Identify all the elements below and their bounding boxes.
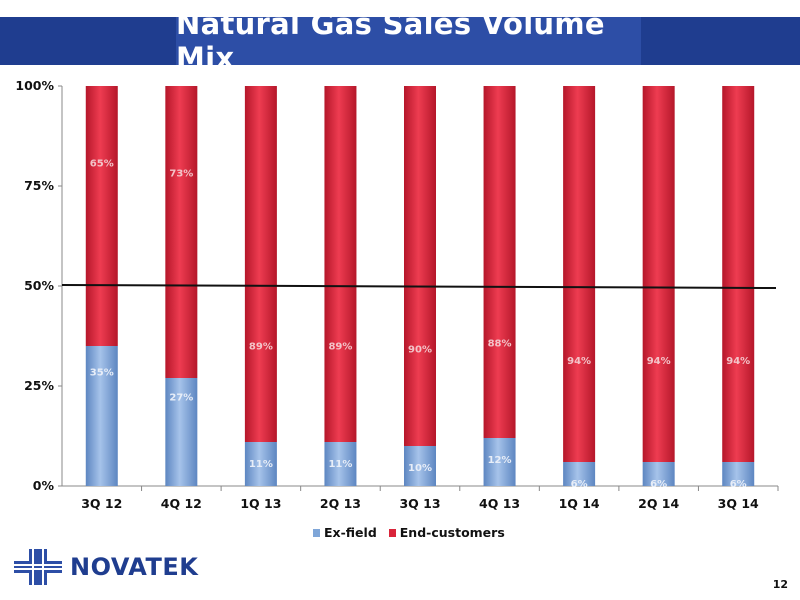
bar-ex-field bbox=[165, 378, 198, 486]
company-name: NOVATEK bbox=[70, 553, 199, 581]
bar-end-customers bbox=[563, 86, 596, 462]
x-tick-label: 3Q 12 bbox=[81, 496, 122, 511]
x-tick-label: 4Q 13 bbox=[479, 496, 520, 511]
bar-end-customers bbox=[483, 86, 516, 438]
bar-end-customers bbox=[722, 86, 755, 462]
bar-end-customers bbox=[85, 86, 118, 346]
data-label-end-customers: 94% bbox=[567, 356, 591, 367]
y-tick-label: 50% bbox=[24, 278, 54, 293]
data-label-end-customers: 65% bbox=[90, 159, 114, 170]
data-label-ex-field: 11% bbox=[328, 459, 352, 470]
x-tick-label: 1Q 13 bbox=[240, 496, 281, 511]
x-tick-label: 3Q 14 bbox=[718, 496, 759, 511]
bar-ex-field bbox=[404, 446, 436, 486]
legend-item-ex-field: Ex-field bbox=[313, 525, 377, 540]
stacked-bar-chart: 0% 25% 50% 75% 100% 3Q 12 4Q 12 1Q 13 2Q 13 3Q 13… bbox=[15, 78, 779, 511]
legend-label-end-customers: End-customers bbox=[399, 525, 505, 540]
bar-end-customers bbox=[244, 86, 277, 442]
y-tick-label: 75% bbox=[24, 178, 54, 193]
bar-ex-field bbox=[85, 346, 118, 486]
y-tick-label: 0% bbox=[33, 478, 55, 493]
x-tick-label: 2Q 14 bbox=[638, 496, 679, 511]
data-label-ex-field: 27% bbox=[169, 393, 193, 404]
data-label-ex-field: 6% bbox=[571, 479, 588, 490]
bar-ex-field bbox=[483, 438, 516, 486]
reference-line-50 bbox=[61, 284, 777, 289]
data-label-end-customers: 90% bbox=[408, 344, 432, 355]
legend-swatch-ex-field bbox=[313, 528, 320, 537]
legend-item-end-customers: End-customers bbox=[388, 525, 505, 540]
legend-label-ex-field: Ex-field bbox=[324, 525, 377, 540]
data-label-end-customers: 89% bbox=[249, 341, 273, 352]
legend-swatch-end-customers bbox=[388, 528, 396, 537]
data-label-end-customers: 94% bbox=[726, 356, 750, 367]
x-tick-label: 1Q 14 bbox=[559, 496, 600, 511]
data-label-end-customers: 94% bbox=[647, 356, 671, 367]
page-number: 12 bbox=[772, 578, 788, 591]
bar-ex-field bbox=[563, 462, 596, 486]
page-title: Natural Gas Sales Volume Mix bbox=[176, 7, 605, 75]
data-label-end-customers: 89% bbox=[328, 341, 352, 352]
data-label-ex-field: 6% bbox=[730, 479, 747, 490]
data-label-ex-field: 12% bbox=[488, 455, 512, 466]
data-label-end-customers: 73% bbox=[169, 169, 193, 180]
title-box: Natural Gas Sales Volume Mix bbox=[176, 7, 641, 75]
data-label-end-customers: 88% bbox=[488, 338, 512, 349]
bar-ex-field bbox=[642, 462, 675, 486]
bar-ex-field bbox=[722, 462, 755, 486]
chart-legend: Ex-field End-customers bbox=[313, 525, 511, 540]
bar-end-customers bbox=[165, 86, 198, 378]
data-label-ex-field: 10% bbox=[408, 463, 432, 474]
bar-ex-field bbox=[324, 442, 357, 486]
bar-end-customers bbox=[642, 86, 675, 462]
data-label-ex-field: 11% bbox=[249, 459, 273, 470]
bar-ex-field bbox=[244, 442, 277, 486]
bar-end-customers bbox=[404, 86, 436, 446]
x-tick-label: 4Q 12 bbox=[161, 496, 202, 511]
x-tick-label: 2Q 13 bbox=[320, 496, 361, 511]
data-label-ex-field: 35% bbox=[90, 367, 114, 378]
data-label-ex-field: 6% bbox=[650, 479, 667, 490]
bar-end-customers bbox=[324, 86, 357, 442]
novatek-logo: NOVATEK bbox=[14, 549, 198, 585]
novatek-logo-icon bbox=[14, 549, 62, 585]
y-tick-label: 100% bbox=[15, 78, 54, 93]
x-tick-label: 3Q 13 bbox=[399, 496, 440, 511]
y-tick-label: 25% bbox=[24, 378, 54, 393]
